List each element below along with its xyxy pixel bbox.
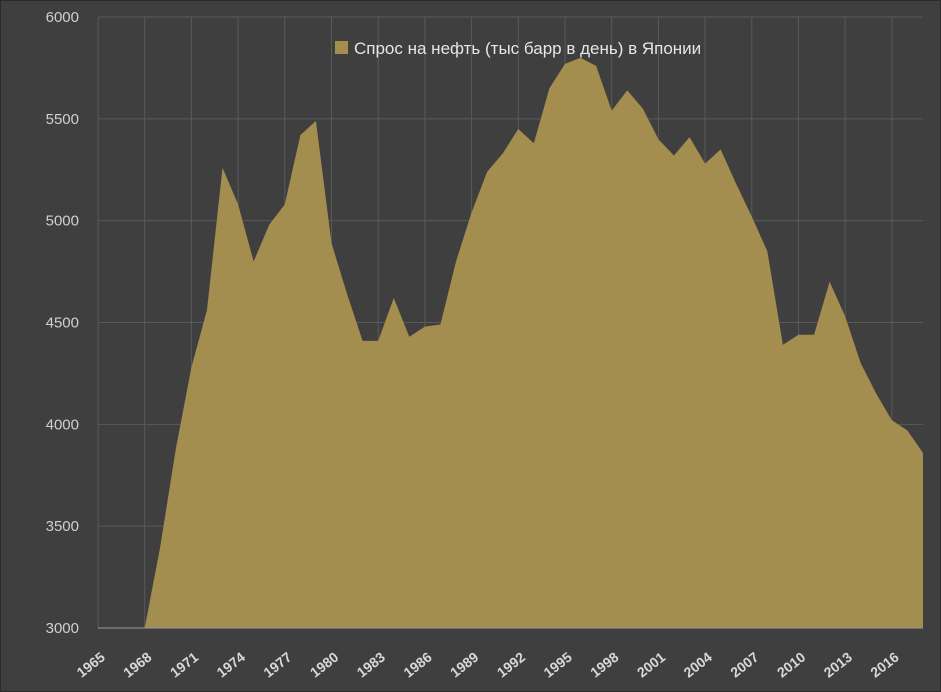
area-fill: [98, 57, 923, 628]
x-tick-label: 1974: [214, 649, 249, 681]
legend-label: Спрос на нефть (тыс барр в день) в Япони…: [354, 39, 701, 58]
x-tick-label: 1992: [494, 649, 529, 681]
x-tick-label: 1998: [587, 649, 622, 681]
y-tick-label: 4500: [46, 315, 79, 332]
x-tick-label: 2004: [681, 649, 716, 681]
x-tick-label: 1995: [540, 649, 575, 681]
y-tick-label: 3500: [46, 518, 79, 535]
x-tick-label: 2013: [821, 649, 856, 681]
x-tick-label: 1980: [307, 649, 342, 681]
x-axis-tick-labels: 1965 1968 1971 1974 1977 1980 1983 1986 1989 1992…: [73, 649, 901, 681]
y-tick-label: 4000: [46, 416, 79, 433]
y-tick-label: 3000: [46, 620, 79, 637]
x-tick-label: 1977: [260, 649, 295, 681]
x-tick-label: 2016: [867, 649, 902, 681]
y-tick-label: 6000: [46, 9, 79, 26]
x-tick-label: 1965: [73, 649, 108, 681]
y-tick-label: 5000: [46, 213, 79, 230]
x-tick-label: 2001: [634, 649, 669, 681]
area-series: [98, 57, 923, 628]
x-tick-label: 1983: [354, 649, 389, 681]
x-tick-label: 1971: [167, 649, 202, 681]
legend-swatch: [335, 41, 348, 54]
legend: Спрос на нефть (тыс барр в день) в Япони…: [335, 39, 701, 58]
y-axis-tick-labels: 3000 3500 4000 4500 5000 5500 6000: [46, 9, 79, 637]
x-tick-label: 1968: [120, 649, 155, 681]
x-tick-label: 1986: [400, 649, 435, 681]
x-tick-label: 2010: [774, 649, 809, 681]
x-tick-label: 1989: [447, 649, 482, 681]
y-tick-label: 5500: [46, 111, 79, 128]
x-tick-label: 2007: [727, 649, 762, 681]
